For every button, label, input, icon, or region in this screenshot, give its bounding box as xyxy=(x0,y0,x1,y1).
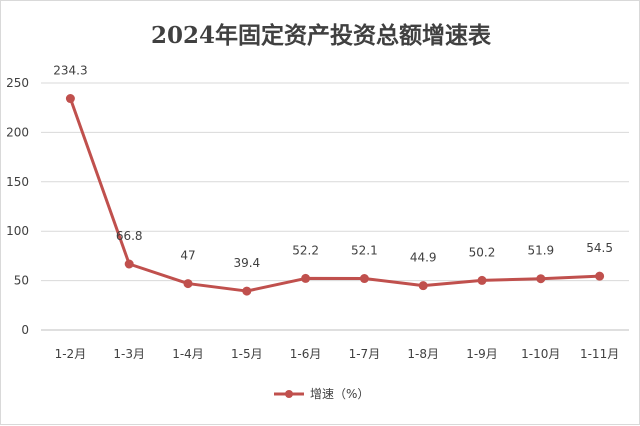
data-point xyxy=(418,281,428,291)
data-point xyxy=(65,94,75,104)
data-label: 47 xyxy=(180,249,195,263)
data-point xyxy=(536,274,546,284)
series-line-group xyxy=(65,94,605,296)
data-labels: 234.3 66.8 47 39.4 52.2 52.1 44.9 50.2 51.9 54.5 xyxy=(53,64,613,271)
data-label: 234.3 xyxy=(53,64,87,78)
x-tick-label: 1-10月 xyxy=(521,347,560,361)
x-tick-label: 1-11月 xyxy=(580,347,619,361)
data-point xyxy=(595,271,605,281)
series-line xyxy=(68,98,600,293)
data-label: 52.1 xyxy=(351,244,378,258)
x-tick-label: 1-6月 xyxy=(290,347,322,361)
data-point xyxy=(242,286,252,296)
x-axis-ticks: 1-2月 1-3月 1-4月 1-5月 1-6月 1-7月 1-8月 1-9月 1-10月 1-1… xyxy=(55,347,620,361)
data-label: 39.4 xyxy=(233,256,260,270)
y-tick-label: 100 xyxy=(6,224,29,238)
gridlines xyxy=(41,82,629,331)
y-tick-label: 200 xyxy=(6,125,29,139)
data-label: 51.9 xyxy=(527,244,554,258)
data-point xyxy=(301,273,311,283)
chart-title: 2024年固定资产投资总额增速表 xyxy=(151,22,492,49)
data-label: 44.9 xyxy=(410,251,437,265)
y-tick-label: 150 xyxy=(6,175,29,189)
x-tick-label: 1-7月 xyxy=(349,347,381,361)
x-tick-label: 1-8月 xyxy=(407,347,439,361)
data-point xyxy=(359,274,369,284)
y-axis-ticks: 0 50 100 150 200 250 xyxy=(6,76,29,337)
data-label: 52.2 xyxy=(292,243,319,257)
y-tick-label: 50 xyxy=(14,274,29,288)
y-tick-label: 250 xyxy=(6,76,29,90)
x-tick-label: 1-9月 xyxy=(466,347,498,361)
data-point xyxy=(183,279,193,289)
data-label: 66.8 xyxy=(116,229,143,243)
legend-marker-icon xyxy=(285,390,293,398)
data-point xyxy=(477,275,487,285)
x-tick-label: 1-2月 xyxy=(55,347,87,361)
data-label: 50.2 xyxy=(469,245,496,259)
x-tick-label: 1-5月 xyxy=(231,347,263,361)
data-label: 54.5 xyxy=(586,241,613,255)
legend: 增速（%） xyxy=(274,387,369,401)
data-point xyxy=(124,259,134,269)
y-tick-label: 0 xyxy=(21,323,29,337)
x-tick-label: 1-3月 xyxy=(113,347,145,361)
legend-label: 增速（%） xyxy=(310,387,369,401)
x-tick-label: 1-4月 xyxy=(172,347,204,361)
